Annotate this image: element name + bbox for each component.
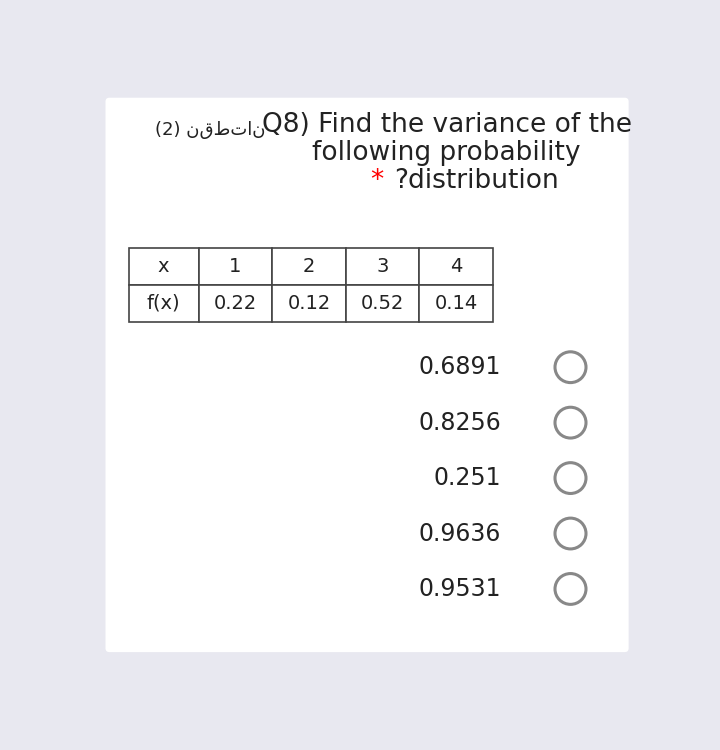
Text: *: * bbox=[371, 168, 392, 194]
Text: Q8) Find the variance of the: Q8) Find the variance of the bbox=[261, 112, 631, 138]
Bar bbox=[272, 285, 346, 322]
Bar bbox=[419, 285, 493, 322]
Text: (2) نقطتان: (2) نقطتان bbox=[155, 121, 266, 139]
Text: ?distribution: ?distribution bbox=[395, 168, 559, 194]
Text: 0.251: 0.251 bbox=[433, 466, 500, 490]
Text: 0.6891: 0.6891 bbox=[418, 356, 500, 380]
Text: 4: 4 bbox=[450, 256, 462, 276]
Text: 0.14: 0.14 bbox=[435, 294, 478, 313]
Circle shape bbox=[555, 352, 586, 382]
Bar bbox=[346, 248, 419, 285]
Circle shape bbox=[555, 518, 586, 549]
Bar bbox=[199, 285, 272, 322]
Text: 0.9531: 0.9531 bbox=[418, 577, 500, 601]
Text: 0.9636: 0.9636 bbox=[418, 521, 500, 545]
Bar bbox=[419, 248, 493, 285]
Bar bbox=[272, 248, 346, 285]
Bar bbox=[129, 248, 199, 285]
Text: 0.8256: 0.8256 bbox=[418, 411, 500, 435]
Bar bbox=[129, 285, 199, 322]
Circle shape bbox=[555, 463, 586, 494]
Text: 0.52: 0.52 bbox=[361, 294, 404, 313]
Text: x: x bbox=[158, 256, 169, 276]
FancyBboxPatch shape bbox=[106, 98, 629, 652]
Text: 1: 1 bbox=[229, 256, 241, 276]
Bar bbox=[346, 285, 419, 322]
Text: 2: 2 bbox=[302, 256, 315, 276]
Text: 3: 3 bbox=[377, 256, 389, 276]
Text: 0.22: 0.22 bbox=[214, 294, 257, 313]
Text: following probability: following probability bbox=[312, 140, 581, 166]
Text: f(x): f(x) bbox=[147, 294, 181, 313]
Circle shape bbox=[555, 574, 586, 604]
Bar bbox=[199, 248, 272, 285]
Text: 0.12: 0.12 bbox=[287, 294, 330, 313]
Circle shape bbox=[555, 407, 586, 438]
